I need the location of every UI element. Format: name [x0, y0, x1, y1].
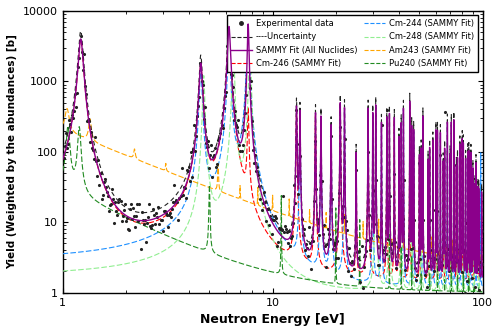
Cm-246 (SAMMY Fit) [60, 158, 66, 162]
Experimental data [110, 196, 116, 200]
Cm-248 (SAMMY Fit) [108, 264, 114, 268]
Cm-246 (SAMMY Fit) [132, 220, 138, 224]
Am243 (SAMMY Fit) [60, 122, 66, 126]
Pu240 (SAMMY Fit) [472, 289, 478, 293]
Cm-244 (SAMMY Fit) [245, 25, 251, 29]
Pu240 (SAMMY Fit) [60, 169, 66, 173]
Am243 (SAMMY Fit) [480, 259, 486, 263]
Cm-248 (SAMMY Fit) [480, 290, 486, 294]
Line: Cm-248 (SAMMY Fit): Cm-248 (SAMMY Fit) [62, 32, 482, 292]
SAMMY Fit (All Nuclides) [426, 243, 432, 247]
X-axis label: Neutron Energy [eV]: Neutron Energy [eV] [200, 313, 345, 326]
Am243 (SAMMY Fit) [108, 147, 114, 151]
Cm-246 (SAMMY Fit) [426, 274, 432, 278]
SAMMY Fit (All Nuclides) [220, 109, 226, 113]
----Uncertainty [472, 257, 478, 261]
SAMMY Fit (All Nuclides) [132, 218, 138, 222]
Line: Cm-246 (SAMMY Fit): Cm-246 (SAMMY Fit) [62, 27, 482, 279]
Line: Experimental data: Experimental data [61, 27, 484, 295]
SAMMY Fit (All Nuclides) [108, 196, 114, 200]
----Uncertainty [60, 150, 66, 154]
Am243 (SAMMY Fit) [221, 191, 227, 195]
Experimental data [480, 262, 486, 266]
Pu240 (SAMMY Fit) [108, 207, 114, 211]
Pu240 (SAMMY Fit) [426, 288, 432, 292]
Cm-244 (SAMMY Fit) [239, 128, 245, 132]
Cm-248 (SAMMY Fit) [239, 160, 245, 164]
Cm-248 (SAMMY Fit) [60, 269, 66, 273]
Cm-244 (SAMMY Fit) [472, 283, 478, 287]
Experimental data [364, 238, 370, 242]
SAMMY Fit (All Nuclides) [60, 158, 66, 162]
Cm-248 (SAMMY Fit) [426, 251, 432, 255]
----Uncertainty [426, 235, 432, 239]
Cm-246 (SAMMY Fit) [480, 275, 486, 279]
Cm-244 (SAMMY Fit) [132, 240, 138, 244]
Cm-248 (SAMMY Fit) [220, 180, 226, 184]
----Uncertainty [478, 267, 484, 271]
Cm-248 (SAMMY Fit) [247, 30, 253, 34]
Experimental data [60, 152, 66, 156]
----Uncertainty [132, 210, 138, 214]
Pu240 (SAMMY Fit) [221, 255, 227, 259]
Experimental data [226, 37, 232, 41]
Experimental data [325, 227, 331, 231]
Cm-246 (SAMMY Fit) [472, 276, 478, 280]
SAMMY Fit (All Nuclides) [472, 265, 478, 269]
Legend: Experimental data, ----Uncertainty, SAMMY Fit (All Nuclides), Cm-246 (SAMMY Fit): Experimental data, ----Uncertainty, SAMM… [227, 15, 478, 72]
Am243 (SAMMY Fit) [239, 197, 245, 201]
Cm-246 (SAMMY Fit) [239, 165, 245, 169]
SAMMY Fit (All Nuclides) [480, 275, 486, 279]
Line: Am243 (SAMMY Fit): Am243 (SAMMY Fit) [62, 109, 482, 261]
Am243 (SAMMY Fit) [426, 251, 432, 255]
Cm-244 (SAMMY Fit) [480, 284, 486, 288]
----Uncertainty [480, 267, 486, 271]
----Uncertainty [108, 188, 114, 192]
Line: SAMMY Fit (All Nuclides): SAMMY Fit (All Nuclides) [62, 24, 482, 277]
Line: Cm-244 (SAMMY Fit): Cm-244 (SAMMY Fit) [62, 27, 482, 286]
Cm-246 (SAMMY Fit) [220, 110, 226, 114]
Pu240 (SAMMY Fit) [480, 290, 486, 294]
Cm-244 (SAMMY Fit) [220, 130, 226, 134]
----Uncertainty [245, 14, 251, 18]
Cm-244 (SAMMY Fit) [60, 252, 66, 256]
Y-axis label: Yield (Weighted by the abundances) [b]: Yield (Weighted by the abundances) [b] [7, 34, 17, 269]
Cm-248 (SAMMY Fit) [472, 277, 478, 281]
SAMMY Fit (All Nuclides) [478, 275, 484, 279]
Experimental data [196, 95, 202, 99]
Cm-246 (SAMMY Fit) [108, 197, 114, 201]
Experimental data [366, 213, 372, 217]
Am243 (SAMMY Fit) [472, 258, 478, 262]
SAMMY Fit (All Nuclides) [245, 22, 251, 26]
Am243 (SAMMY Fit) [64, 107, 70, 111]
Experimental data [245, 27, 251, 31]
Cm-246 (SAMMY Fit) [472, 277, 478, 281]
Pu240 (SAMMY Fit) [65, 124, 71, 128]
Cm-246 (SAMMY Fit) [226, 25, 232, 29]
Am243 (SAMMY Fit) [132, 153, 138, 157]
Cm-244 (SAMMY Fit) [426, 283, 432, 287]
----Uncertainty [220, 101, 226, 105]
Line: Pu240 (SAMMY Fit): Pu240 (SAMMY Fit) [62, 126, 482, 292]
Cm-248 (SAMMY Fit) [132, 260, 138, 264]
Experimental data [462, 291, 468, 295]
Line: ----Uncertainty: ----Uncertainty [62, 16, 482, 269]
Pu240 (SAMMY Fit) [239, 262, 245, 266]
----Uncertainty [239, 130, 245, 134]
SAMMY Fit (All Nuclides) [239, 138, 245, 142]
Pu240 (SAMMY Fit) [132, 220, 138, 224]
Cm-244 (SAMMY Fit) [108, 246, 114, 250]
